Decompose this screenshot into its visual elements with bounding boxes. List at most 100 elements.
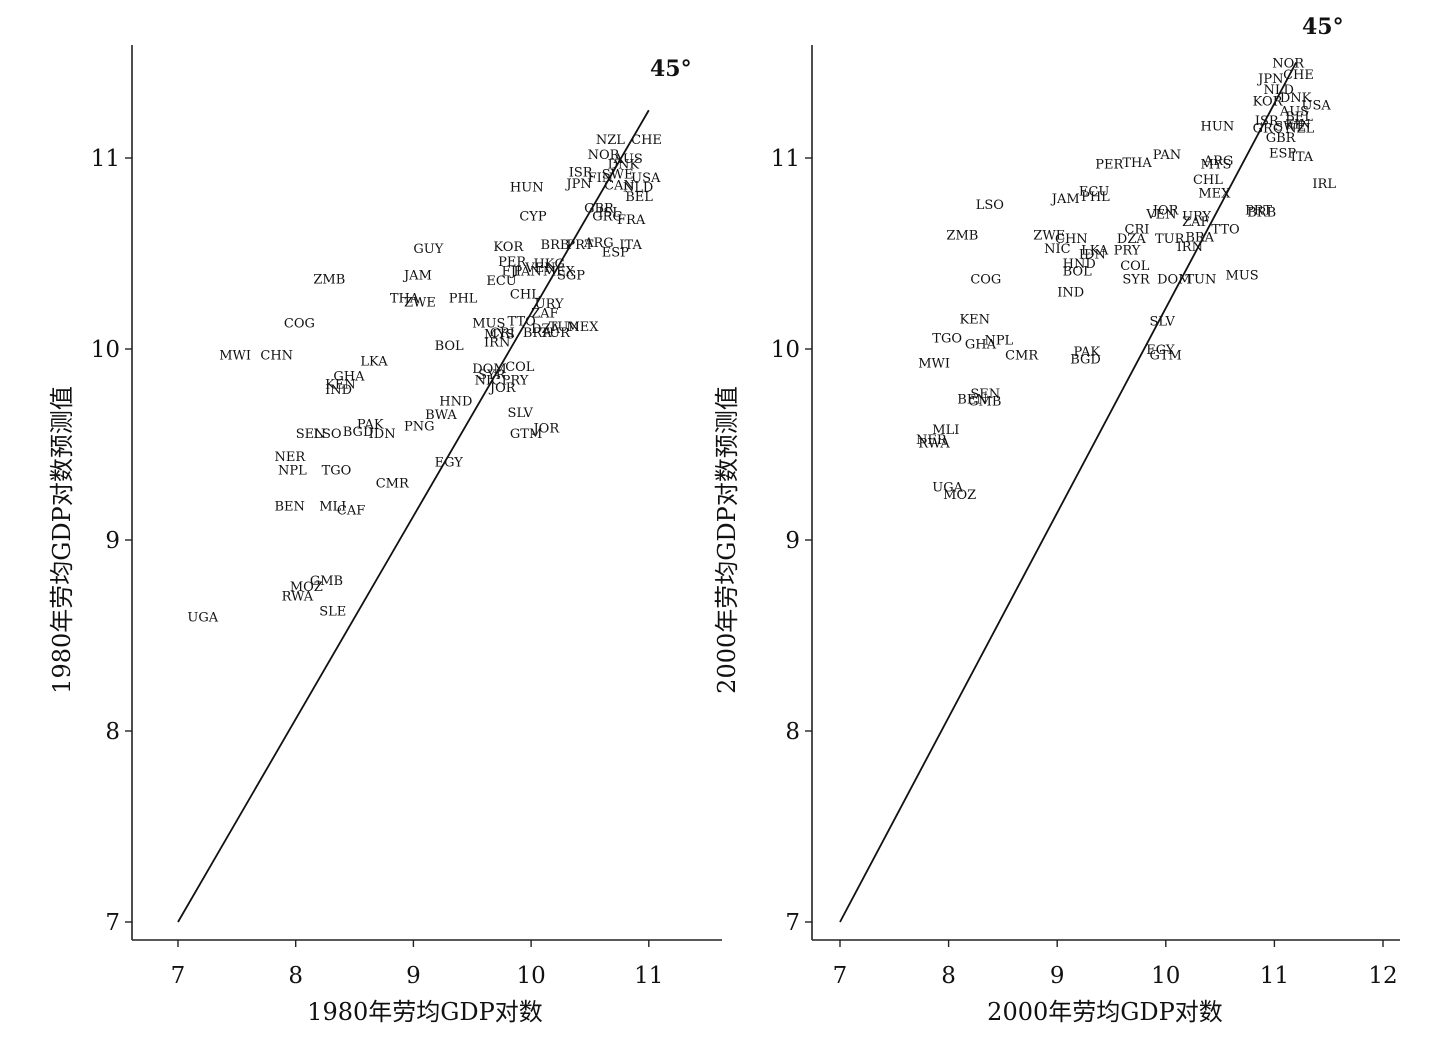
point-label-cyp: CYP xyxy=(519,209,547,224)
point-label-hnd: HND xyxy=(1063,257,1096,272)
point-label-ury: URY xyxy=(1182,209,1211,224)
point-label-cog: COG xyxy=(284,316,315,331)
point-label-sen: SEN xyxy=(296,427,326,442)
point-label-tur: TUR xyxy=(1155,232,1186,247)
point-label-bol: BOL xyxy=(1063,265,1092,280)
point-label-lka: LKA xyxy=(360,354,388,369)
point-label-ven: VEN xyxy=(1145,207,1176,222)
point-label-ecu: ECU xyxy=(1079,184,1109,199)
point-label-col: COL xyxy=(1120,259,1150,274)
point-label-pan: PAN xyxy=(1153,148,1181,163)
point-label-sgp: SGP xyxy=(557,269,585,284)
point-label-zmb: ZMB xyxy=(946,228,978,243)
point-label-prt: PRT xyxy=(1245,204,1272,219)
y-tick-label: 9 xyxy=(105,528,120,554)
point-label-idn: IDN xyxy=(1079,248,1106,263)
point-label-rwa: RWA xyxy=(282,589,314,604)
point-label-mwi: MWI xyxy=(918,356,950,371)
point-label-grc: GRC xyxy=(1253,121,1283,136)
point-label-tur: TUR xyxy=(541,326,572,341)
point-label-ven: VEN xyxy=(524,261,555,276)
point-label-lso: LSO xyxy=(976,198,1004,213)
point-label-ner: NER xyxy=(916,433,948,448)
point-label-aus: AUS xyxy=(612,152,642,167)
point-label-gmb: GMB xyxy=(310,574,343,589)
point-label-jpn: JPN xyxy=(564,177,591,192)
point-label-mli: MLI xyxy=(319,500,346,515)
x-tick-label: 9 xyxy=(406,963,421,989)
point-label-can: CAN xyxy=(604,179,635,194)
point-label-esp: ESP xyxy=(1269,146,1296,161)
point-label-mex: MEX xyxy=(566,320,599,335)
point-label-gha: GHA xyxy=(333,370,365,385)
point-label-swe: SWE xyxy=(602,167,634,182)
panel-2000: 7 8 9 10 11 12 7 8 9 10 11 45° NORCHEJPNNLDKORDNK… xyxy=(713,14,1400,1026)
point-label-mus: MUS xyxy=(472,316,505,331)
point-label-ind: IND xyxy=(1057,286,1084,301)
point-label-prt: PRT xyxy=(566,238,593,253)
point-label-ken: KEN xyxy=(959,312,990,327)
y-axis-title: 1980年劳均GDP对数预测值 xyxy=(48,386,76,694)
point-label-tto: TTO xyxy=(508,314,536,329)
point-label-mys: MYS xyxy=(484,328,515,343)
point-label-isr: ISR xyxy=(569,165,594,180)
x-tick-label: 11 xyxy=(1260,963,1289,989)
point-label-ita: ITA xyxy=(1291,150,1314,165)
point-label-dnk: DNK xyxy=(608,158,640,173)
point-label-irl: IRL xyxy=(1312,177,1336,192)
point-label-dza: DZA xyxy=(531,322,560,337)
point-label-brb: BRB xyxy=(541,238,570,253)
point-label-ner: NER xyxy=(275,450,307,465)
point-label-phl: PHL xyxy=(1081,190,1110,205)
point-label-arg: ARG xyxy=(583,236,614,251)
point-label-jor: JOR xyxy=(1151,204,1180,219)
point-label-per: PER xyxy=(498,255,527,270)
point-label-sle: SLE xyxy=(319,605,346,620)
point-label-nor: NOR xyxy=(588,148,621,163)
point-label-tha: THA xyxy=(1122,156,1152,171)
point-label-cmr: CMR xyxy=(376,477,410,492)
reference-line-label: 45° xyxy=(1302,14,1344,40)
point-label-gmb: GMB xyxy=(968,395,1001,410)
point-label-gtm: GTM xyxy=(1150,349,1182,364)
point-label-guy: GUY xyxy=(413,242,443,257)
x-ticks: 7 8 9 10 11 xyxy=(171,940,663,989)
point-label-ken: KEN xyxy=(325,377,356,392)
point-label-slv: SLV xyxy=(1150,314,1176,329)
point-label-mys: MYS xyxy=(1201,158,1232,173)
point-label-lka: LKA xyxy=(1081,244,1109,259)
point-label-bel: BEL xyxy=(1285,110,1313,125)
point-label-dnk: DNK xyxy=(1280,91,1312,106)
point-label-mex: MEX xyxy=(1198,186,1231,201)
x-axis-title: 1980年劳均GDP对数 xyxy=(307,998,543,1026)
point-label-ury: URY xyxy=(535,297,564,312)
point-label-fji: FJI xyxy=(502,265,521,280)
point-label-dom: DOM xyxy=(472,362,506,377)
point-label-pan: PAN xyxy=(513,265,541,280)
point-label-nic: NIC xyxy=(1044,242,1071,257)
y-tick-label: 7 xyxy=(105,910,120,936)
x-ticks: 7 8 9 10 11 12 xyxy=(833,940,1398,989)
point-label-egy: EGY xyxy=(435,456,464,471)
reference-line-label: 45° xyxy=(650,56,692,82)
point-label-uga: UGA xyxy=(932,481,963,496)
y-ticks: 7 8 9 10 11 xyxy=(771,146,812,936)
point-label-cmr: CMR xyxy=(1005,349,1039,364)
point-label-isl: ISL xyxy=(598,205,621,220)
y-tick-label: 9 xyxy=(785,528,800,554)
point-label-zwe: ZWE xyxy=(404,295,436,310)
point-label-kor: KOR xyxy=(1253,95,1284,110)
point-label-pak: PAK xyxy=(357,417,384,432)
point-label-moz: MOZ xyxy=(290,580,323,595)
point-label-sen: SEN xyxy=(970,387,1000,402)
point-label-mwi: MWI xyxy=(219,349,251,364)
point-label-dom: DOM xyxy=(1157,272,1191,287)
point-label-hun: HUN xyxy=(1201,120,1235,135)
point-label-irn: IRN xyxy=(484,335,510,350)
x-axis-title: 2000年劳均GDP对数 xyxy=(987,998,1223,1026)
point-label-bgd: BGD xyxy=(1070,353,1101,368)
point-label-per: PER xyxy=(1095,158,1124,173)
x-tick-label: 10 xyxy=(1151,963,1180,989)
